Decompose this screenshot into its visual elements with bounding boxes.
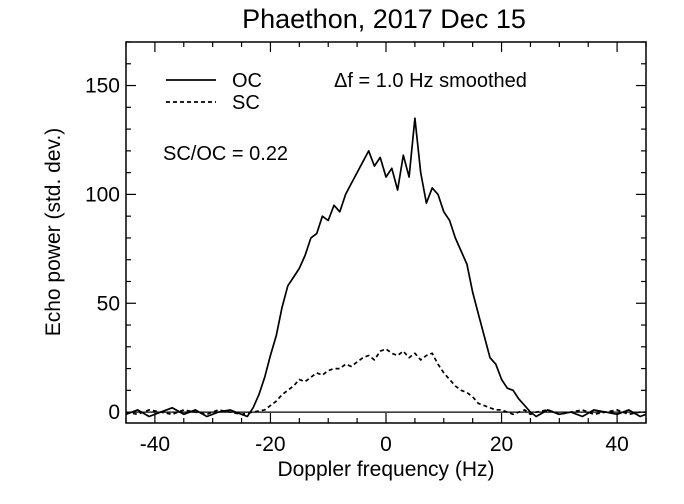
x-tick-label: -40: [140, 433, 170, 456]
y-tick-label: 100: [85, 183, 120, 206]
y-tick-label: 0: [108, 401, 120, 424]
plot-frame: [125, 41, 647, 424]
y-tick-label: 150: [85, 75, 120, 98]
x-tick-label: 20: [490, 433, 513, 456]
y-tick-label: 50: [97, 292, 120, 315]
ratio-annotation: SC/OC = 0.22: [163, 143, 288, 165]
x-tick-label: 0: [380, 433, 392, 456]
y-axis: 0 50 100 150: [85, 41, 646, 424]
legend-sc-label: SC: [232, 92, 260, 114]
resolution-annotation: Δf = 1.0 Hz smoothed: [334, 70, 527, 92]
series-oc-line: [125, 117, 647, 418]
plot-area: [125, 117, 647, 418]
x-axis-label: Doppler frequency (Hz): [277, 458, 494, 481]
x-axis: -40 -20 0 20 40: [125, 42, 647, 456]
x-tick-label: 40: [605, 433, 628, 456]
legend: OC SC: [166, 70, 262, 114]
series-sc-line: [125, 348, 646, 416]
x-tick-label: -20: [255, 433, 285, 456]
legend-oc-label: OC: [232, 70, 262, 92]
chart-title: Phaethon, 2017 Dec 15: [242, 4, 526, 34]
y-axis-label: Echo power (std. dev.): [42, 128, 65, 337]
